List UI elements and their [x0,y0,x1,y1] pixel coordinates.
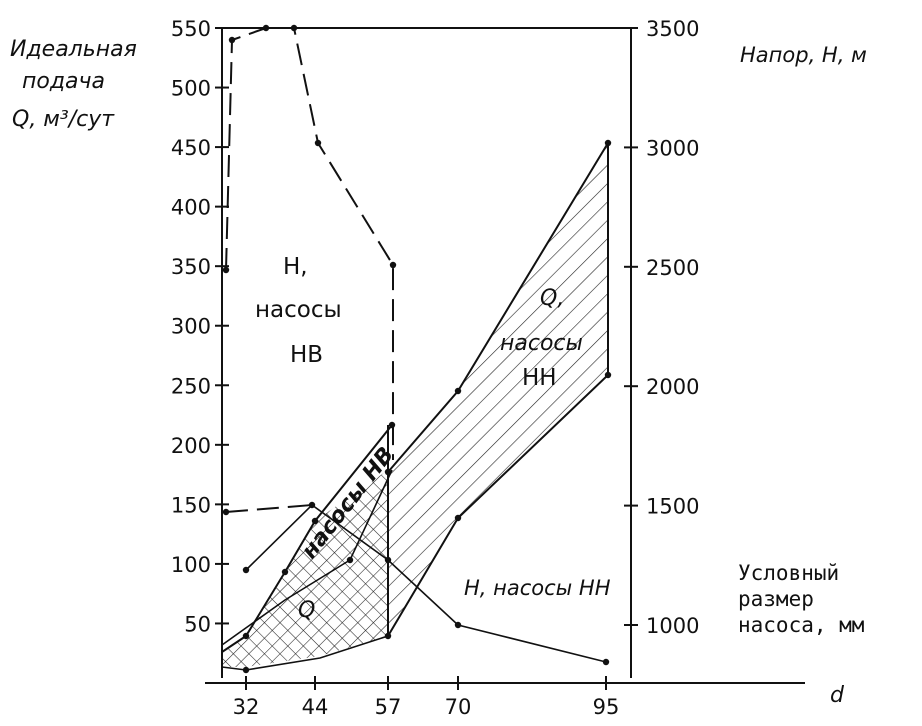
y-left-label-3: Q, м³/сут [12,107,115,132]
data-point [384,556,392,564]
y-right-tick-label: 3000 [646,136,699,160]
q-nv-inner [221,469,393,646]
h-nv-floor [225,504,313,513]
y-right-ticks: 1000 1500 2000 2500 3000 3500 [624,17,699,638]
y-left-tick-label: 450 [171,136,211,160]
y-left-tick-label: 300 [171,315,211,339]
region-q-nn [388,143,608,636]
x-tick-label: 32 [233,695,260,719]
y-left-ticks: 50 100 150 200 250 300 350 400 450 500 550 [171,17,229,636]
x-tick-label: 57 [375,695,402,719]
y-left-tick-label: 350 [171,255,211,279]
y-left-tick-label: 250 [171,374,211,398]
y-right-tick-label: 1500 [646,495,699,519]
data-point [222,508,230,516]
data-point [242,566,250,574]
label-h-nv-2: насосы [255,297,342,323]
x-ticks: 32 44 57 70 95 [233,676,620,719]
label-q-nv: Q [298,598,315,623]
label-q-nn-1: Q, [540,286,564,311]
x-note-3: насоса, мм [738,613,865,637]
data-point [454,387,462,395]
label-q-nn-2: насосы [500,331,583,356]
x-note-1: Условный [738,561,839,585]
label-h-nv-3: НВ [290,342,323,368]
y-right-tick-label: 2500 [646,256,699,280]
y-left-tick-label: 100 [171,553,211,577]
data-point [222,266,230,274]
data-point [242,666,250,674]
y-right-tick-label: 3500 [646,17,699,41]
data-point [281,568,289,576]
y-left-tick-label: 400 [171,196,211,220]
x-tick-label: 95 [593,695,620,719]
x-note-2: размер [738,587,814,611]
data-point [242,632,250,640]
y-left-tick-label: 200 [171,434,211,458]
region-q-nv [222,470,388,667]
x-tick-label: 70 [445,695,472,719]
q-nn-lower [387,143,609,637]
data-point [454,514,462,522]
data-point [388,421,396,429]
x-tick-label: 44 [302,695,329,719]
data-point [308,501,316,509]
y-right-tick-label: 2000 [646,375,699,399]
data-point [602,658,610,666]
data-point [389,261,397,269]
label-h-nn: Н, насосы НН [464,576,611,600]
data-point [454,621,462,629]
data-point [384,632,392,640]
data-point [262,24,270,32]
x-axis-label: d [830,683,845,708]
label-q-nn-3: НН [522,365,557,391]
data-point [290,24,298,32]
label-h-nv-1: Н, [283,254,308,280]
q-nv-lower [221,635,389,671]
h-nv-dashed [225,27,394,460]
data-point [604,371,612,379]
y-left-tick-label: 550 [171,17,211,41]
y-left-tick-label: 500 [171,77,211,101]
data-point [228,36,236,44]
y-right-label: Напор, Н, м [740,43,867,67]
data-point [384,468,392,476]
y-left-tick-label: 50 [184,612,211,636]
y-left-label-2: подача [22,69,105,94]
y-left-label-1: Идеальная [10,37,137,62]
data-point [604,139,612,147]
data-point [346,556,354,564]
data-point [314,139,322,147]
data-point [311,517,319,525]
y-right-tick-label: 1000 [646,614,699,638]
y-left-tick-label: 150 [171,493,211,517]
data-points [222,24,612,674]
